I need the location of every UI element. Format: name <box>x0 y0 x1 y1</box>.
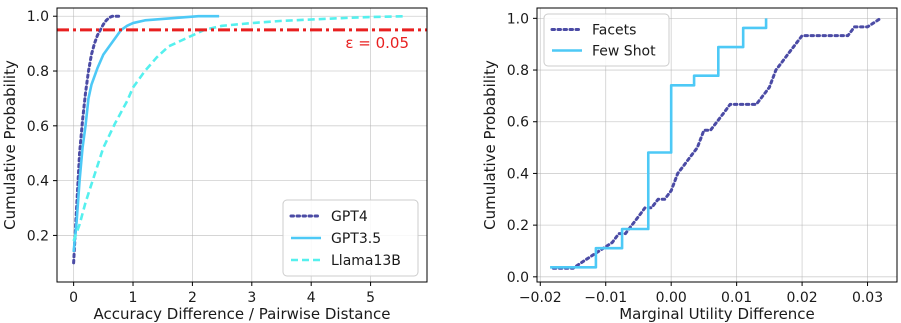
y-tick-label: 1.0 <box>27 9 49 25</box>
y-tick-label: 0.2 <box>27 228 49 244</box>
y-axis-label: Cumulative Probability <box>481 60 499 230</box>
legend-label: GPT4 <box>331 209 368 225</box>
series-line-few-shot <box>550 18 768 269</box>
y-tick-label: 0.0 <box>507 270 529 286</box>
y-tick-label: 0.6 <box>27 119 49 135</box>
x-axis-label: Marginal Utility Difference <box>619 305 815 323</box>
legend-label: Llama13B <box>331 253 401 269</box>
series-line-gpt4 <box>72 14 123 265</box>
plot-area <box>57 14 427 265</box>
y-tick-label: 0.8 <box>27 64 49 80</box>
x-tick-label: 0.03 <box>852 290 883 306</box>
x-tick-label: 2 <box>188 290 197 306</box>
x-tick-label: −0.02 <box>519 290 562 306</box>
x-tick-label: 0.02 <box>787 290 818 306</box>
legend-label: Few Shot <box>592 44 656 60</box>
x-tick-label: −0.01 <box>584 290 627 306</box>
y-axis-label: Cumulative Probability <box>1 60 19 230</box>
legend: GPT4 GPT3.5 Llama13B <box>282 199 419 277</box>
x-tick-label: 0.00 <box>656 290 687 306</box>
legend-label: GPT3.5 <box>331 231 381 247</box>
x-tick-label: 0.01 <box>721 290 752 306</box>
right-chart: −0.02 −0.01 0.00 0.01 0.02 0.03 0.0 0.2 0.4 0.6 0.… <box>481 7 898 323</box>
y-tick-label: 0.2 <box>507 218 529 234</box>
series-line-gpt3-5 <box>72 14 220 252</box>
legend-box <box>282 199 419 277</box>
x-tick-label: 4 <box>307 290 316 306</box>
y-tick-label: 0.8 <box>507 63 529 79</box>
x-tick-label: 5 <box>366 290 375 306</box>
y-tick-label: 1.0 <box>507 11 529 27</box>
y-tick-label: 0.4 <box>507 166 529 182</box>
x-tick-label: 3 <box>247 290 256 306</box>
x-tick-label: 1 <box>129 290 138 306</box>
series-line-facets <box>551 16 883 270</box>
y-tick-label: 0.6 <box>507 115 529 131</box>
axes-frame <box>536 7 898 283</box>
legend-box <box>543 13 670 67</box>
reference-line-label: ε = 0.05 <box>345 34 409 52</box>
left-chart: ε = 0.05 0 1 2 3 4 5 0.2 0.4 0.6 0.8 1.0 Accuracy Di… <box>1 7 428 323</box>
y-tick-label: 0.4 <box>27 174 49 190</box>
series-line-llama13b <box>72 14 407 242</box>
x-axis-label: Accuracy Difference / Pairwise Distance <box>94 305 391 323</box>
x-tick-label: 0 <box>69 290 78 306</box>
legend: Facets Few Shot <box>543 13 670 67</box>
plot-area <box>550 16 883 270</box>
legend-label: Facets <box>592 23 636 39</box>
axes-frame <box>56 7 428 283</box>
